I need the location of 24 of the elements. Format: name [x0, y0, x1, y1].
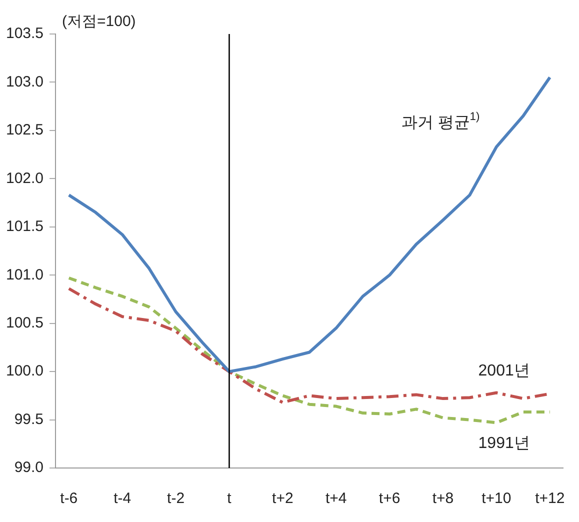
x-tick-label: t-2: [167, 490, 185, 508]
y-tick-label: 100.0: [6, 362, 44, 380]
x-tick-label: t+6: [378, 490, 400, 508]
series-label: 1991년: [478, 435, 530, 452]
y-tick-label: 102.5: [6, 122, 44, 139]
line-series: [67, 276, 552, 424]
y-tick-label: 102.0: [6, 170, 44, 187]
y-tick-label: 99.5: [14, 410, 44, 428]
x-tick-label: t+2: [272, 490, 294, 508]
x-tick-label: t-4: [114, 490, 132, 508]
y-tick-label: 103.5: [6, 25, 44, 42]
y-tick-label: 101.5: [6, 218, 44, 236]
x-tick-label: t+8: [432, 490, 454, 508]
y-tick-label: 99.0: [14, 459, 44, 476]
y-tick-label: 103.0: [6, 73, 44, 90]
y-tick-label: 100.5: [6, 314, 44, 332]
y-tick-label: 101.0: [6, 266, 44, 284]
x-tick-label: t+4: [325, 490, 347, 508]
x-tick-label: t: [227, 490, 232, 508]
x-tick-label: t+12: [535, 490, 565, 508]
series-label: 2001년: [478, 362, 530, 380]
x-tick-label: t+10: [482, 490, 512, 508]
y-axis-title: (저점=100): [62, 13, 136, 30]
x-tick-label: t-6: [60, 490, 78, 508]
